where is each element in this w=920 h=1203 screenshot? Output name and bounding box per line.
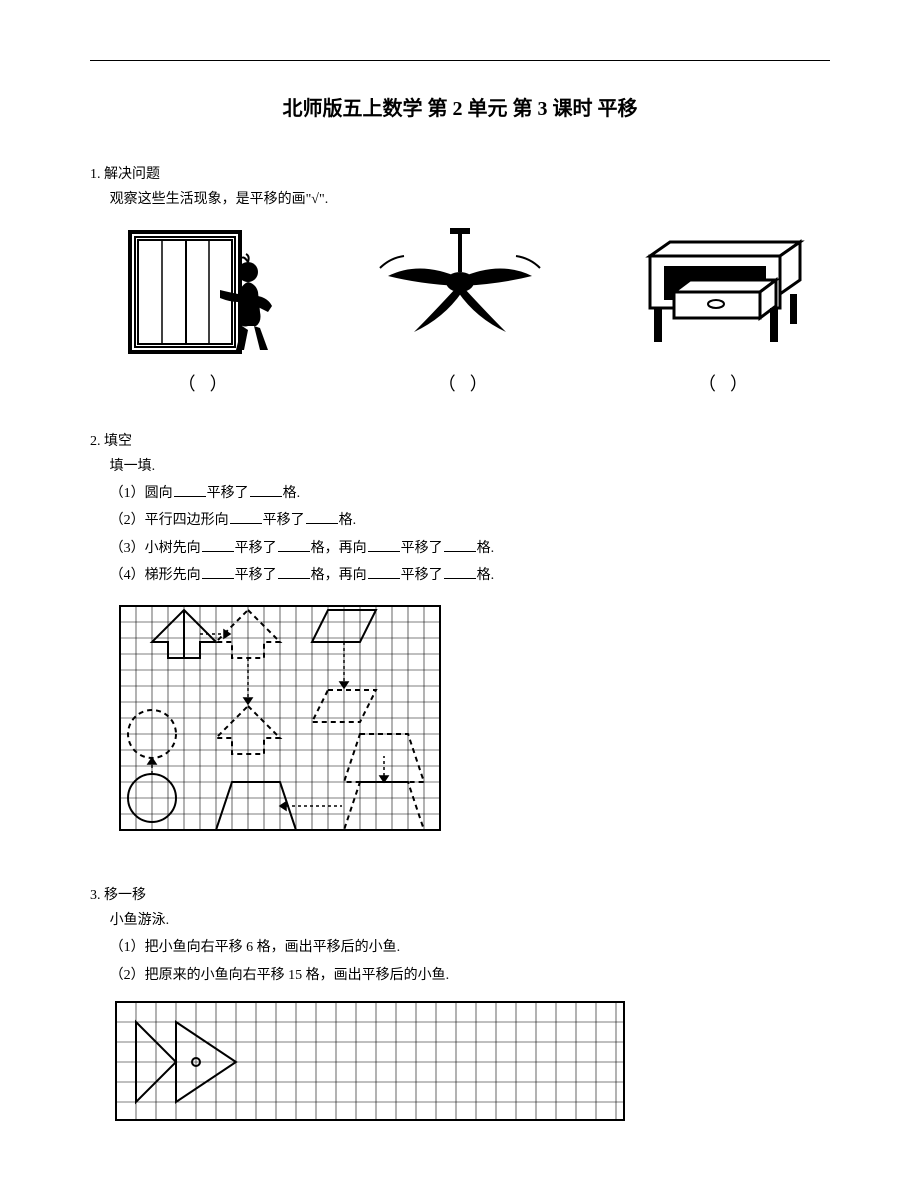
q2-line-2: （2）平行四边形向平移了格. bbox=[110, 508, 830, 533]
q2-line-1: （1）圆向平移了格. bbox=[110, 481, 830, 506]
q1-answer-row: （） （） （） bbox=[110, 368, 830, 400]
q3-grid-figure bbox=[110, 996, 830, 1135]
q1-prompt: 观察这些生活现象，是平移的画"√". bbox=[110, 187, 830, 212]
question-2: 2. 填空 填一填. （1）圆向平移了格. （2）平行四边形向平移了格. （3）… bbox=[90, 429, 830, 855]
q1-number: 1. 解决问题 bbox=[90, 162, 830, 187]
page-title: 北师版五上数学 第 2 单元 第 3 课时 平移 bbox=[90, 91, 830, 127]
q1-blank-1: （） bbox=[120, 368, 300, 400]
q1-blank-2: （） bbox=[380, 368, 560, 400]
question-3: 3. 移一移 小鱼游泳. （1）把小鱼向右平移 6 格，画出平移后的小鱼. （2… bbox=[90, 883, 830, 1135]
q1-blank-3: （） bbox=[640, 368, 820, 400]
q1-images-row bbox=[110, 222, 830, 362]
q2-number: 2. 填空 bbox=[90, 429, 830, 454]
q2-line-3: （3）小树先向平移了格，再向平移了格. bbox=[110, 536, 830, 561]
q3-number: 3. 移一移 bbox=[90, 883, 830, 908]
q1-img-sliding-door bbox=[120, 222, 290, 362]
question-1: 1. 解决问题 观察这些生活现象，是平移的画"√". bbox=[90, 162, 830, 401]
q3-line-2: （2）把原来的小鱼向右平移 15 格，画出平移后的小鱼. bbox=[110, 963, 830, 988]
q1-img-drawer bbox=[630, 222, 820, 362]
q2-line-4: （4）梯形先向平移了格，再向平移了格. bbox=[110, 563, 830, 588]
q3-prompt: 小鱼游泳. bbox=[110, 908, 830, 933]
q1-img-ceiling-fan bbox=[360, 222, 560, 362]
q2-prompt: 填一填. bbox=[110, 454, 830, 479]
q3-line-1: （1）把小鱼向右平移 6 格，画出平移后的小鱼. bbox=[110, 935, 830, 960]
header-rule bbox=[90, 60, 830, 61]
q2-grid-figure bbox=[110, 596, 830, 855]
